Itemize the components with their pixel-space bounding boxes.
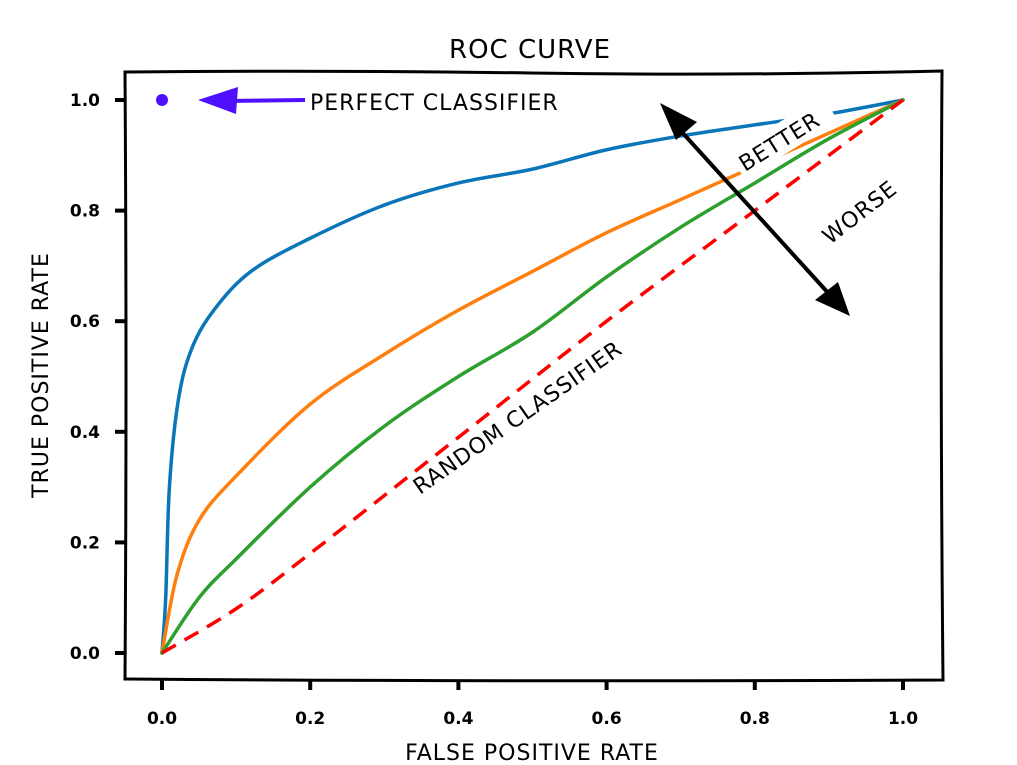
perfect-arrow-shaft xyxy=(224,98,306,103)
random-classifier-label: RANDOM CLASSIFIER xyxy=(409,337,627,500)
x-axis-label: FALSE POSITIVE RATE xyxy=(405,741,659,765)
y-axis-label: TRUE POSITIVE RATE xyxy=(29,252,54,499)
worse-arrow-head-icon xyxy=(815,282,850,316)
roc-series-0 xyxy=(160,98,905,655)
perfect-classifier-label: PERFECT CLASSIFIER xyxy=(310,91,559,116)
y-tick-label: 0.2 xyxy=(70,533,100,553)
axes-frame xyxy=(123,69,945,683)
chart-title: ROC CURVE xyxy=(449,35,611,65)
perfect-arrow-head-icon xyxy=(198,87,238,114)
x-tick-label: 0.6 xyxy=(592,709,622,729)
random-classifier-line xyxy=(161,98,905,655)
x-tick-label: 0.0 xyxy=(147,709,177,729)
better-label-background xyxy=(728,95,839,180)
x-tick-label: 1.0 xyxy=(888,709,918,729)
perfect-classifier-point xyxy=(156,94,168,106)
x-tick-label: 0.4 xyxy=(443,709,473,729)
y-tick-label: 0.6 xyxy=(70,312,100,332)
x-tick-label: 0.2 xyxy=(295,709,325,729)
roc-series-2 xyxy=(160,98,905,655)
x-tick-label: 0.8 xyxy=(740,709,770,729)
y-tick-label: 0.0 xyxy=(70,644,100,664)
y-tick-label: 0.4 xyxy=(70,423,100,443)
worse-label: WORSE xyxy=(818,176,902,249)
y-tick-label: 1.0 xyxy=(70,91,100,111)
y-tick-label: 0.8 xyxy=(70,202,100,222)
better-arrow-head-icon xyxy=(660,103,697,140)
better-worse-arrow-shaft xyxy=(678,128,832,297)
